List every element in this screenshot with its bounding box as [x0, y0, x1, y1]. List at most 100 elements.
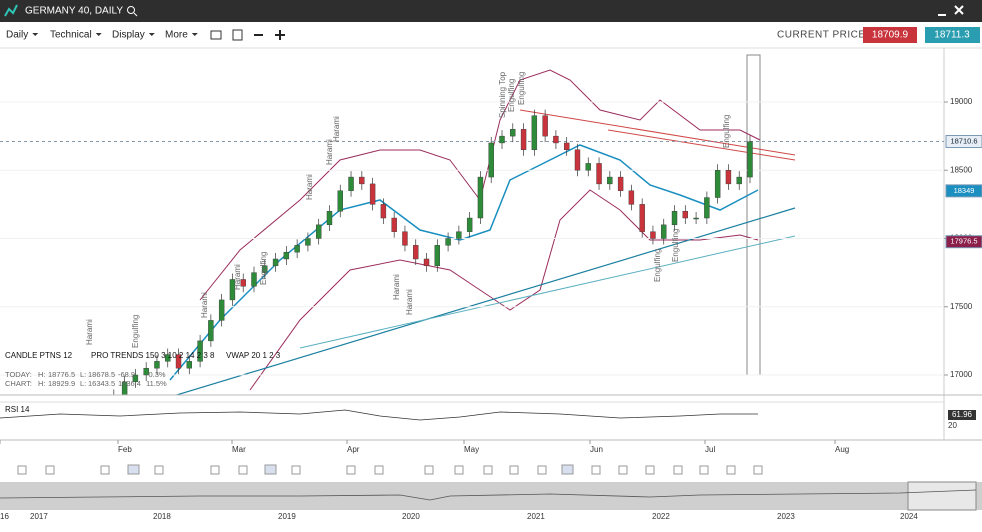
- price-tick-label: 18500: [950, 165, 973, 174]
- rsi-value: 61.96: [952, 410, 973, 419]
- trendline: [174, 207, 796, 395]
- candle: [682, 210, 689, 219]
- candle: [175, 354, 182, 369]
- menu[interactable]: Technical: [50, 30, 92, 41]
- menu[interactable]: More: [165, 30, 188, 41]
- menu[interactable]: Display: [112, 30, 145, 41]
- current-price-label: CURRENT PRICE:: [777, 30, 869, 41]
- moving-average: [169, 144, 759, 381]
- menu[interactable]: Daily: [6, 30, 28, 41]
- pattern-label: Engulfing: [653, 249, 662, 282]
- menu-caret: [32, 33, 39, 36]
- candle: [466, 217, 473, 232]
- candle: [294, 245, 300, 253]
- candle: [283, 251, 290, 260]
- search-icon[interactable]: [127, 6, 135, 14]
- year-label: 2017: [30, 512, 48, 521]
- candle: [369, 183, 376, 205]
- close[interactable]: [954, 5, 964, 15]
- candle: [47, 416, 52, 430]
- navigator[interactable]: [0, 482, 982, 510]
- lower-band: [249, 189, 759, 391]
- candle: [57, 416, 62, 423]
- candle: [208, 320, 214, 342]
- price-tag: [945, 135, 982, 149]
- candle: [68, 423, 73, 430]
- candle: [661, 224, 667, 239]
- candle: [607, 176, 613, 185]
- pattern-label: Harami: [233, 264, 242, 290]
- menu-caret: [148, 33, 155, 36]
- trendline: [519, 109, 796, 156]
- month-label: Apr: [347, 445, 360, 454]
- candle: [434, 245, 441, 266]
- price-tag: [945, 235, 982, 249]
- price-tag-value: 17976.5: [950, 237, 977, 246]
- candle: [574, 149, 581, 171]
- selection-box: [746, 54, 761, 376]
- year-label: 16: [0, 512, 9, 521]
- month-label: Jul: [705, 445, 715, 454]
- rsi-line: [0, 409, 758, 421]
- candle: [132, 374, 139, 383]
- candle: [262, 265, 268, 273]
- navigator-window[interactable]: [907, 481, 977, 511]
- year-label: 2019: [278, 512, 296, 521]
- price-tag-value: 18349: [954, 186, 975, 195]
- candle: [154, 361, 160, 369]
- indicator-label[interactable]: CANDLE PTNS 12: [5, 351, 73, 360]
- stat: 18929.9: [48, 379, 75, 388]
- rsi-label[interactable]: RSI 14: [5, 405, 30, 414]
- candle: [111, 395, 116, 402]
- stat: 1936.4: [118, 379, 141, 388]
- candle: [639, 204, 645, 232]
- pattern-label: Harami: [305, 174, 314, 200]
- pattern-label: Harami: [332, 116, 341, 142]
- pattern-label: Harami: [405, 289, 414, 315]
- candle: [617, 176, 624, 191]
- candle: [725, 170, 732, 185]
- stat: CHART:: [5, 379, 32, 388]
- menu-caret: [191, 33, 198, 36]
- candle: [520, 129, 527, 150]
- candle: [531, 115, 538, 150]
- logo: [4, 4, 18, 17]
- candle: [121, 381, 128, 395]
- candle: [510, 129, 516, 137]
- candle: [542, 115, 548, 137]
- stat: TODAY:: [5, 370, 32, 379]
- navigator-line: [0, 489, 977, 501]
- rsi-level: 20: [948, 421, 957, 430]
- price-tag: [945, 184, 982, 198]
- candle: [488, 142, 494, 178]
- year-label: 2018: [153, 512, 171, 521]
- stat: 18678.5: [88, 370, 115, 379]
- month-label: Aug: [835, 445, 849, 454]
- indicator-label[interactable]: VWAP 20 1 2 3: [226, 351, 281, 360]
- candle: [650, 231, 656, 239]
- trendline: [299, 235, 796, 349]
- month-label: Feb: [118, 445, 132, 454]
- stat: 11.5%: [146, 379, 167, 388]
- stat: L:: [80, 379, 86, 388]
- upper-band: [199, 69, 761, 301]
- candle: [186, 361, 193, 369]
- month-label: Mar: [232, 445, 246, 454]
- indicator-label[interactable]: PRO TRENDS 150 3 10 2 14 2 3 8: [91, 351, 215, 360]
- pattern-label: Harami: [85, 319, 94, 345]
- candle: [218, 299, 225, 321]
- candle: [402, 231, 408, 246]
- candle: [101, 402, 106, 409]
- toolbar: [0, 22, 982, 48]
- candle: [456, 231, 462, 239]
- candle: [563, 142, 570, 150]
- bid-box[interactable]: [863, 27, 917, 43]
- pattern-label: Engulfing: [507, 79, 516, 112]
- candle: [445, 238, 451, 246]
- month-label: May: [464, 445, 479, 454]
- candle: [693, 217, 699, 220]
- stat: H:: [38, 379, 46, 388]
- ask-price: 18711.3: [934, 30, 970, 41]
- ask-box[interactable]: [925, 27, 980, 43]
